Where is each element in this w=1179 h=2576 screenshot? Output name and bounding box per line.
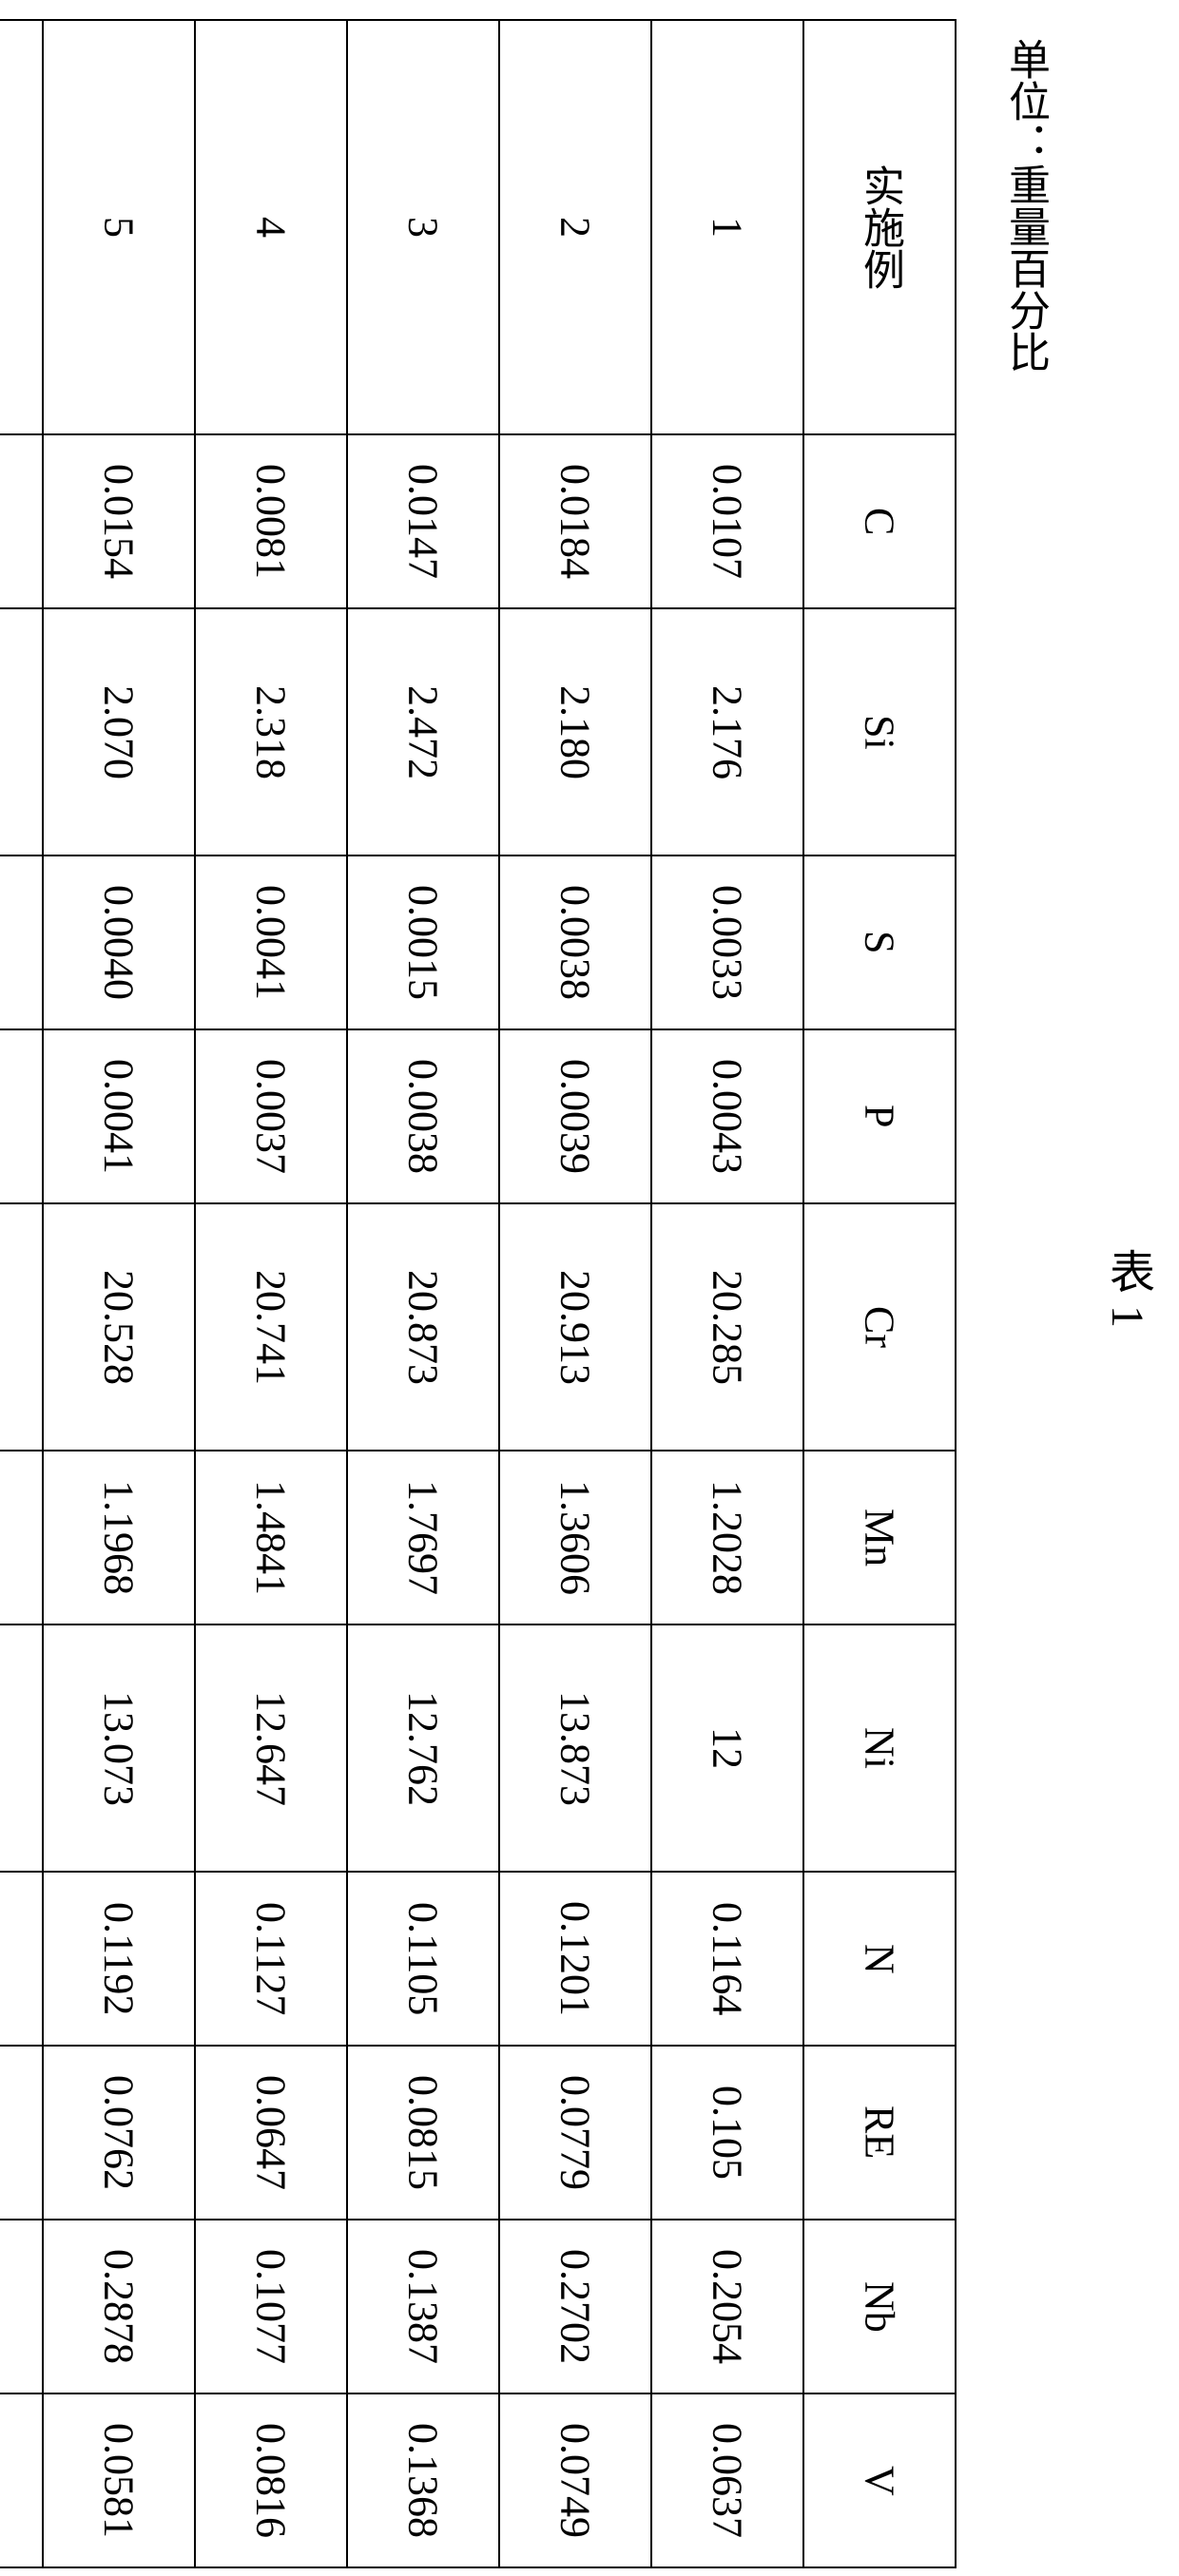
- table-row: 4 0.0081 2.318 0.0041 0.0037 20.741 1.48…: [195, 20, 347, 2567]
- cell: 2.070: [43, 608, 195, 855]
- cell: 1.2028: [651, 1451, 803, 1624]
- cell: 0.0041: [43, 1029, 195, 1203]
- col-header: Cr: [803, 1203, 956, 1451]
- cell: 0.2702: [499, 2220, 651, 2393]
- cell: 20.873: [347, 1203, 499, 1451]
- cell: 0.0023: [0, 855, 43, 1029]
- cell: 6: [0, 20, 43, 434]
- cell: 2.176: [651, 608, 803, 855]
- cell: 0.0040: [43, 855, 195, 1029]
- cell: 1: [651, 20, 803, 434]
- cell: 0.0147: [347, 434, 499, 608]
- cell: 0.1077: [195, 2220, 347, 2393]
- cell: 12.647: [195, 1624, 347, 1872]
- cell: 0.1164: [651, 1872, 803, 2046]
- cell: 0.2878: [43, 2220, 195, 2393]
- cell: 0.0043: [651, 1029, 803, 1203]
- cell: 0.1387: [347, 2220, 499, 2393]
- cell: 1.2595: [0, 1451, 43, 1624]
- table-row: 3 0.0147 2.472 0.0015 0.0038 20.873 1.76…: [347, 20, 499, 2567]
- cell: 0.105: [651, 2046, 803, 2220]
- cell: 0.0039: [499, 1029, 651, 1203]
- cell: 0.1564: [0, 2220, 43, 2393]
- cell: 12.821: [0, 1624, 43, 1872]
- cell: 0.1424: [0, 1872, 43, 2046]
- cell: 0.0035: [0, 1029, 43, 1203]
- cell: 2.318: [195, 608, 347, 855]
- cell: 0.0015: [347, 855, 499, 1029]
- cell: 13.873: [499, 1624, 651, 1872]
- cell: 0.0154: [43, 434, 195, 608]
- cell: 0.0081: [195, 434, 347, 608]
- cell: 0.0618: [0, 2046, 43, 2220]
- table-row: 2 0.0184 2.180 0.0038 0.0039 20.913 1.36…: [499, 20, 651, 2567]
- cell: 13.073: [43, 1624, 195, 1872]
- col-header: P: [803, 1029, 956, 1203]
- cell: 20.285: [651, 1203, 803, 1451]
- table-row: 6 0.0117 2.081 0.0023 0.0035 21.941 1.25…: [0, 20, 43, 2567]
- cell: 0.1201: [499, 1872, 651, 2046]
- cell: 0.0038: [499, 855, 651, 1029]
- col-header: Si: [803, 608, 956, 855]
- col-header: Ni: [803, 1624, 956, 1872]
- cell: 0.1192: [43, 1872, 195, 2046]
- cell: 0.0107: [651, 434, 803, 608]
- table-title: 表 1: [1093, 19, 1160, 2557]
- cell: 1.7697: [347, 1451, 499, 1624]
- cell: 0.0647: [195, 2046, 347, 2220]
- cell: 2.081: [0, 608, 43, 855]
- page: 表 1 单位：重量百分比 实施例 C Si S P Cr Mn Ni N RE …: [19, 19, 1160, 2557]
- col-header: V: [803, 2393, 956, 2567]
- cell: 0.0581: [43, 2393, 195, 2567]
- cell: 0.0779: [499, 2046, 651, 2220]
- cell: 3: [347, 20, 499, 434]
- col-header: C: [803, 434, 956, 608]
- cell: 1.1968: [43, 1451, 195, 1624]
- cell: 0.1127: [195, 1872, 347, 2046]
- cell: 0.1368: [347, 2393, 499, 2567]
- cell: 0.0041: [195, 855, 347, 1029]
- col-header: Mn: [803, 1451, 956, 1624]
- cell: 21.941: [0, 1203, 43, 1451]
- cell: 4: [195, 20, 347, 434]
- cell: 20.913: [499, 1203, 651, 1451]
- cell: 12: [651, 1624, 803, 1872]
- cell: 1.3606: [499, 1451, 651, 1624]
- cell: 0.0038: [347, 1029, 499, 1203]
- cell: 2: [499, 20, 651, 434]
- table-row: 5 0.0154 2.070 0.0040 0.0041 20.528 1.19…: [43, 20, 195, 2567]
- cell: 0.0637: [651, 2393, 803, 2567]
- col-header: S: [803, 855, 956, 1029]
- col-header: Nb: [803, 2220, 956, 2393]
- col-header: N: [803, 1872, 956, 2046]
- cell: 0.1105: [347, 1872, 499, 2046]
- cell: 0.0815: [347, 2046, 499, 2220]
- cell: 0.0184: [499, 434, 651, 608]
- cell: 12.762: [347, 1624, 499, 1872]
- cell: 0.0816: [195, 2393, 347, 2567]
- col-header: 实施例: [803, 20, 956, 434]
- cell: 0.0117: [0, 434, 43, 608]
- unit-label: 单位：重量百分比: [995, 19, 1055, 2557]
- data-table: 实施例 C Si S P Cr Mn Ni N RE Nb V 1 0.0107…: [0, 19, 957, 2568]
- cell: 0.0037: [195, 1029, 347, 1203]
- cell: 2.180: [499, 608, 651, 855]
- cell: 5: [43, 20, 195, 434]
- cell: 0.0883: [0, 2393, 43, 2567]
- cell: 0.0762: [43, 2046, 195, 2220]
- table-header-row: 实施例 C Si S P Cr Mn Ni N RE Nb V: [803, 20, 956, 2567]
- cell: 1.4841: [195, 1451, 347, 1624]
- col-header: RE: [803, 2046, 956, 2220]
- cell: 20.528: [43, 1203, 195, 1451]
- cell: 0.0033: [651, 855, 803, 1029]
- cell: 2.472: [347, 608, 499, 855]
- cell: 0.0749: [499, 2393, 651, 2567]
- table-row: 1 0.0107 2.176 0.0033 0.0043 20.285 1.20…: [651, 20, 803, 2567]
- cell: 0.2054: [651, 2220, 803, 2393]
- cell: 20.741: [195, 1203, 347, 1451]
